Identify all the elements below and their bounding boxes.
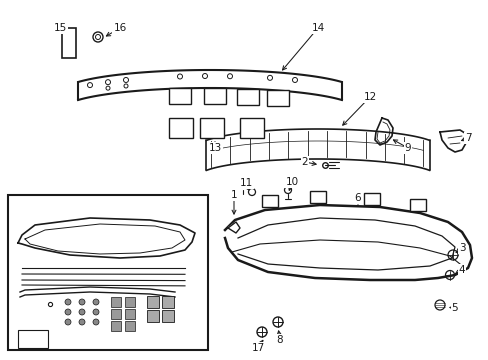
Circle shape bbox=[93, 309, 99, 315]
Text: 3: 3 bbox=[458, 243, 465, 253]
Circle shape bbox=[65, 309, 71, 315]
Bar bbox=[240, 118, 264, 138]
Text: 5: 5 bbox=[451, 303, 457, 313]
Circle shape bbox=[93, 319, 99, 325]
Polygon shape bbox=[227, 222, 240, 233]
Text: 12: 12 bbox=[363, 92, 376, 102]
Circle shape bbox=[79, 309, 85, 315]
Bar bbox=[169, 89, 191, 104]
Text: 6: 6 bbox=[354, 193, 361, 203]
Circle shape bbox=[65, 319, 71, 325]
Text: 9: 9 bbox=[404, 143, 410, 153]
Bar bbox=[203, 88, 225, 104]
Bar bbox=[266, 90, 288, 107]
Bar bbox=[147, 310, 159, 322]
Bar bbox=[363, 193, 379, 205]
Text: 4: 4 bbox=[458, 265, 465, 275]
Text: 17: 17 bbox=[251, 343, 264, 353]
Polygon shape bbox=[374, 118, 392, 145]
Bar bbox=[162, 310, 174, 322]
Text: 1: 1 bbox=[230, 190, 237, 200]
Bar bbox=[169, 118, 193, 138]
Text: 7: 7 bbox=[464, 133, 470, 143]
Text: 15: 15 bbox=[53, 23, 66, 33]
Bar bbox=[111, 297, 121, 307]
Text: 11: 11 bbox=[239, 178, 252, 188]
Polygon shape bbox=[18, 218, 195, 258]
Polygon shape bbox=[224, 205, 471, 280]
Text: 16: 16 bbox=[113, 23, 126, 33]
Bar bbox=[125, 297, 135, 307]
Circle shape bbox=[65, 299, 71, 305]
Bar bbox=[8, 195, 207, 350]
Bar bbox=[111, 309, 121, 319]
Bar bbox=[125, 309, 135, 319]
Bar bbox=[125, 321, 135, 331]
Bar bbox=[309, 191, 325, 203]
Text: 10: 10 bbox=[285, 177, 298, 187]
Bar bbox=[162, 296, 174, 308]
Bar bbox=[147, 296, 159, 308]
Circle shape bbox=[93, 299, 99, 305]
Polygon shape bbox=[439, 130, 467, 152]
Bar bbox=[409, 199, 425, 211]
Bar bbox=[18, 330, 48, 348]
Circle shape bbox=[79, 319, 85, 325]
Bar bbox=[62, 28, 76, 58]
Bar bbox=[262, 195, 278, 207]
Bar bbox=[111, 321, 121, 331]
Bar bbox=[200, 118, 224, 138]
Text: 13: 13 bbox=[208, 143, 221, 153]
Bar bbox=[237, 89, 259, 105]
Text: 2: 2 bbox=[301, 157, 307, 167]
Text: 14: 14 bbox=[311, 23, 324, 33]
Circle shape bbox=[79, 299, 85, 305]
Text: 8: 8 bbox=[276, 335, 283, 345]
